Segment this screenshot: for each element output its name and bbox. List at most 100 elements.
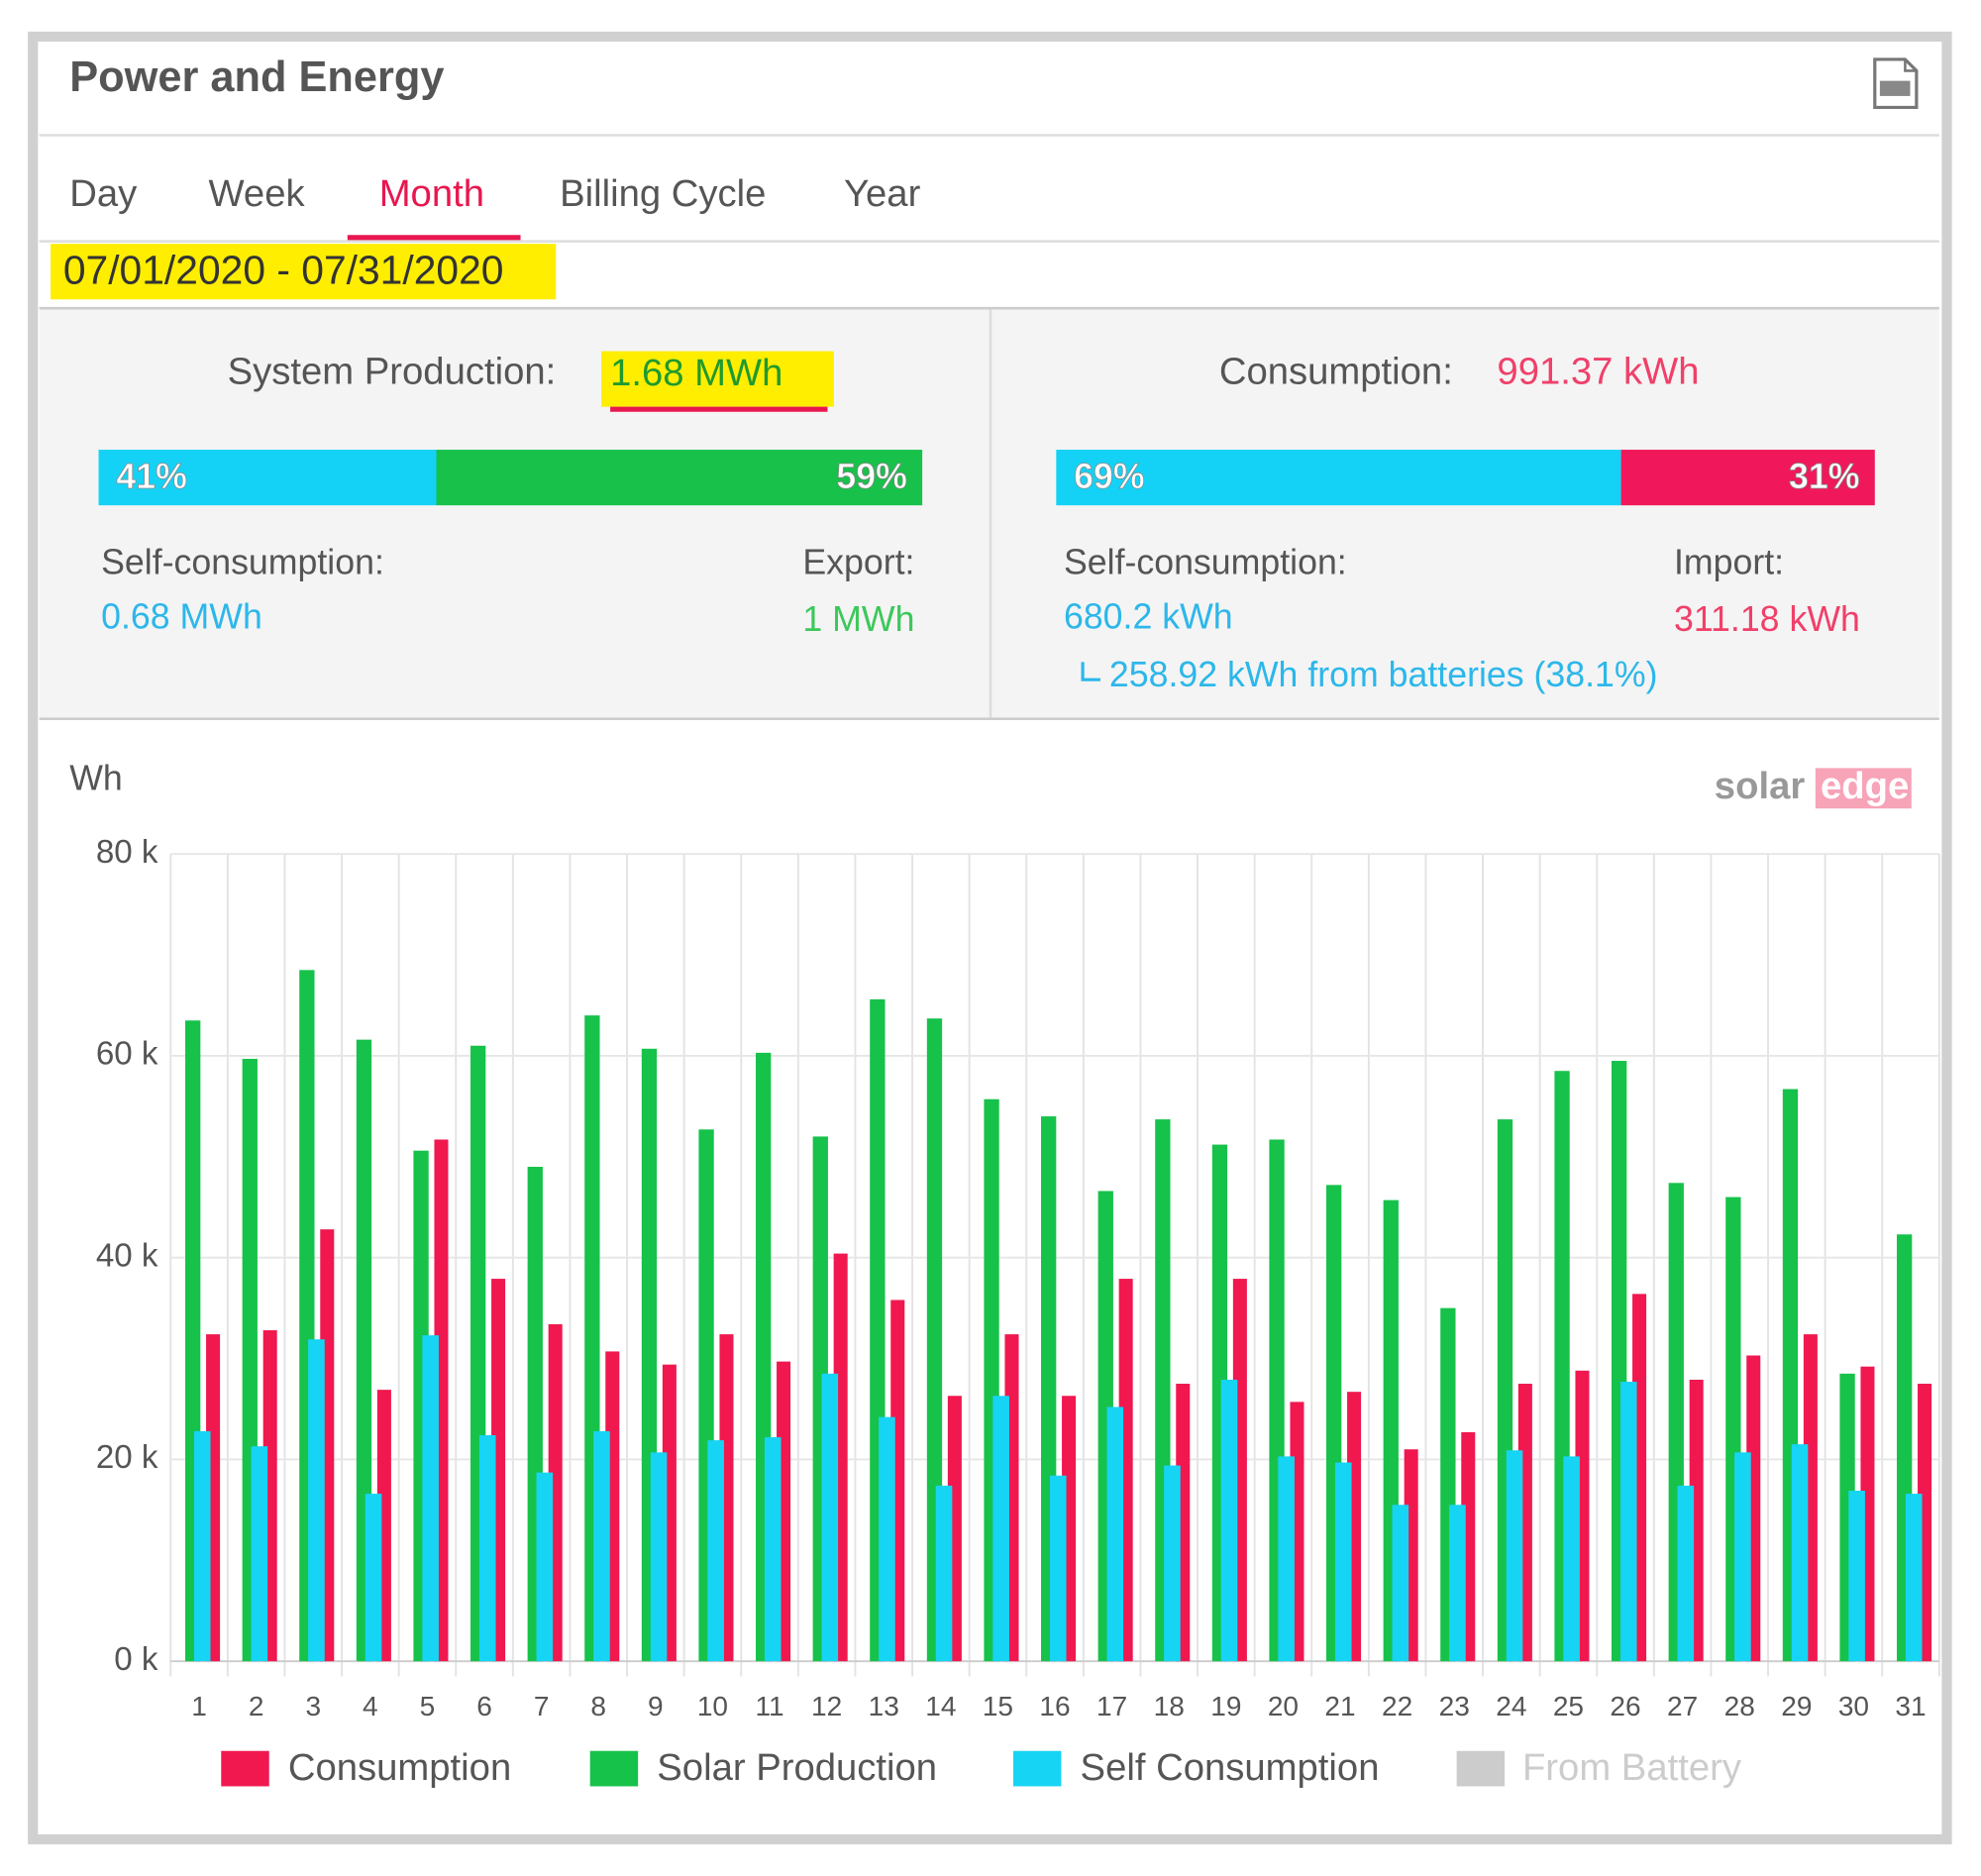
split-label: 31% (1789, 457, 1859, 496)
highlight (51, 244, 557, 300)
bar (1392, 1505, 1409, 1662)
x-tick-label: 29 (1781, 1691, 1812, 1721)
split-label: 59% (836, 457, 906, 496)
bar (707, 1440, 724, 1662)
bar (764, 1437, 782, 1662)
import-label: Import: (1674, 543, 1784, 582)
x-tick-label: 21 (1324, 1691, 1355, 1721)
x-tick-label: 22 (1382, 1691, 1412, 1721)
split-segment (436, 450, 923, 506)
x-tick-label: 18 (1154, 1691, 1185, 1721)
y-tick-label: 80 k (96, 834, 158, 871)
x-tick-label: 17 (1096, 1691, 1127, 1721)
x-tick-label: 7 (534, 1691, 550, 1721)
x-tick-label: 15 (983, 1691, 1013, 1721)
production-value: 1.68 MWh (610, 352, 782, 394)
x-tick-label: 12 (811, 1691, 842, 1721)
x-tick-label: 16 (1039, 1691, 1070, 1721)
bar (1220, 1379, 1238, 1662)
y-axis-label: Wh (69, 759, 123, 798)
bar (365, 1494, 382, 1662)
tab[interactable]: Billing Cycle (560, 172, 766, 215)
bar (1106, 1407, 1124, 1662)
y-tick-label: 20 k (96, 1439, 158, 1476)
bar (478, 1434, 496, 1662)
tab[interactable]: Year (844, 172, 921, 215)
x-tick-label: 1 (191, 1691, 207, 1721)
x-tick-label: 8 (590, 1691, 606, 1721)
title: Power and Energy (69, 53, 444, 101)
x-tick-label: 4 (363, 1691, 378, 1721)
bar (1049, 1475, 1067, 1662)
tab[interactable]: Day (69, 172, 138, 215)
brand-box (1815, 768, 1912, 809)
split-label: 41% (116, 457, 186, 496)
bar (1677, 1485, 1695, 1662)
bar (935, 1485, 953, 1662)
bar (1791, 1444, 1809, 1662)
legend-label[interactable]: Consumption (288, 1746, 511, 1789)
x-tick-label: 11 (755, 1691, 783, 1721)
legend-label[interactable]: From Battery (1522, 1746, 1742, 1789)
tab[interactable]: Month (379, 172, 484, 215)
bar (1506, 1450, 1523, 1662)
bar (1334, 1462, 1352, 1662)
production-label: System Production: (228, 351, 557, 393)
import-value: 311.18 kWh (1674, 599, 1860, 639)
bar (1164, 1465, 1181, 1662)
x-tick-label: 3 (305, 1691, 321, 1721)
split-segment (98, 450, 437, 506)
bar (1848, 1491, 1865, 1662)
consumption-label: Consumption: (1219, 351, 1453, 393)
export-value: 1 MWh (802, 599, 914, 639)
legend-swatch (1012, 1750, 1062, 1787)
bar (1734, 1452, 1751, 1662)
legend-label[interactable]: Solar Production (657, 1746, 937, 1789)
self-consumption-label: Self-consumption: (101, 543, 384, 582)
legend-swatch (1456, 1750, 1506, 1787)
self-consumption-label: Self-consumption: (1064, 543, 1347, 582)
bar (879, 1416, 895, 1662)
split-segment (1056, 450, 1621, 506)
self-consumption-value: 680.2 kWh (1064, 596, 1233, 636)
x-tick-label: 24 (1496, 1691, 1526, 1721)
bar (308, 1339, 325, 1662)
csv-icon[interactable] (1873, 57, 1919, 110)
x-tick-label: 9 (648, 1691, 664, 1721)
highlight (601, 351, 834, 407)
self-consumption-value: 0.68 MWh (101, 596, 262, 636)
export-label: Export: (802, 543, 914, 582)
branch-glyph (1081, 662, 1100, 681)
brand-text: solar (1715, 765, 1806, 807)
x-tick-label: 13 (869, 1691, 899, 1721)
x-tick-label: 14 (925, 1691, 956, 1721)
tab[interactable]: Week (209, 172, 306, 215)
bar (422, 1335, 439, 1662)
bar (1619, 1381, 1637, 1662)
bar (1905, 1494, 1923, 1662)
split-segment (1620, 450, 1875, 506)
bar (1449, 1505, 1466, 1662)
bar (536, 1472, 554, 1662)
brand-logo: solar edge (1715, 765, 1912, 809)
consumption-value: 991.37 kWh (1497, 351, 1699, 393)
x-tick-label: 19 (1210, 1691, 1241, 1721)
battery-note: 258.92 kWh from batteries (38.1%) (1109, 655, 1658, 694)
bar (1563, 1456, 1580, 1662)
x-tick-label: 25 (1553, 1691, 1584, 1721)
bar (193, 1430, 211, 1662)
x-tick-label: 6 (476, 1691, 492, 1721)
x-tick-label: 28 (1724, 1691, 1755, 1721)
x-tick-label: 5 (420, 1691, 436, 1721)
x-tick-label: 23 (1439, 1691, 1470, 1721)
y-tick-label: 0 k (114, 1641, 158, 1678)
date-range: 07/01/2020 - 07/31/2020 (63, 247, 504, 292)
bar (1278, 1456, 1295, 1662)
legend-label[interactable]: Self Consumption (1081, 1746, 1380, 1789)
y-tick-label: 40 k (96, 1237, 158, 1274)
x-tick-label: 26 (1610, 1691, 1640, 1721)
x-tick-label: 20 (1268, 1691, 1299, 1721)
x-tick-label: 2 (249, 1691, 264, 1721)
